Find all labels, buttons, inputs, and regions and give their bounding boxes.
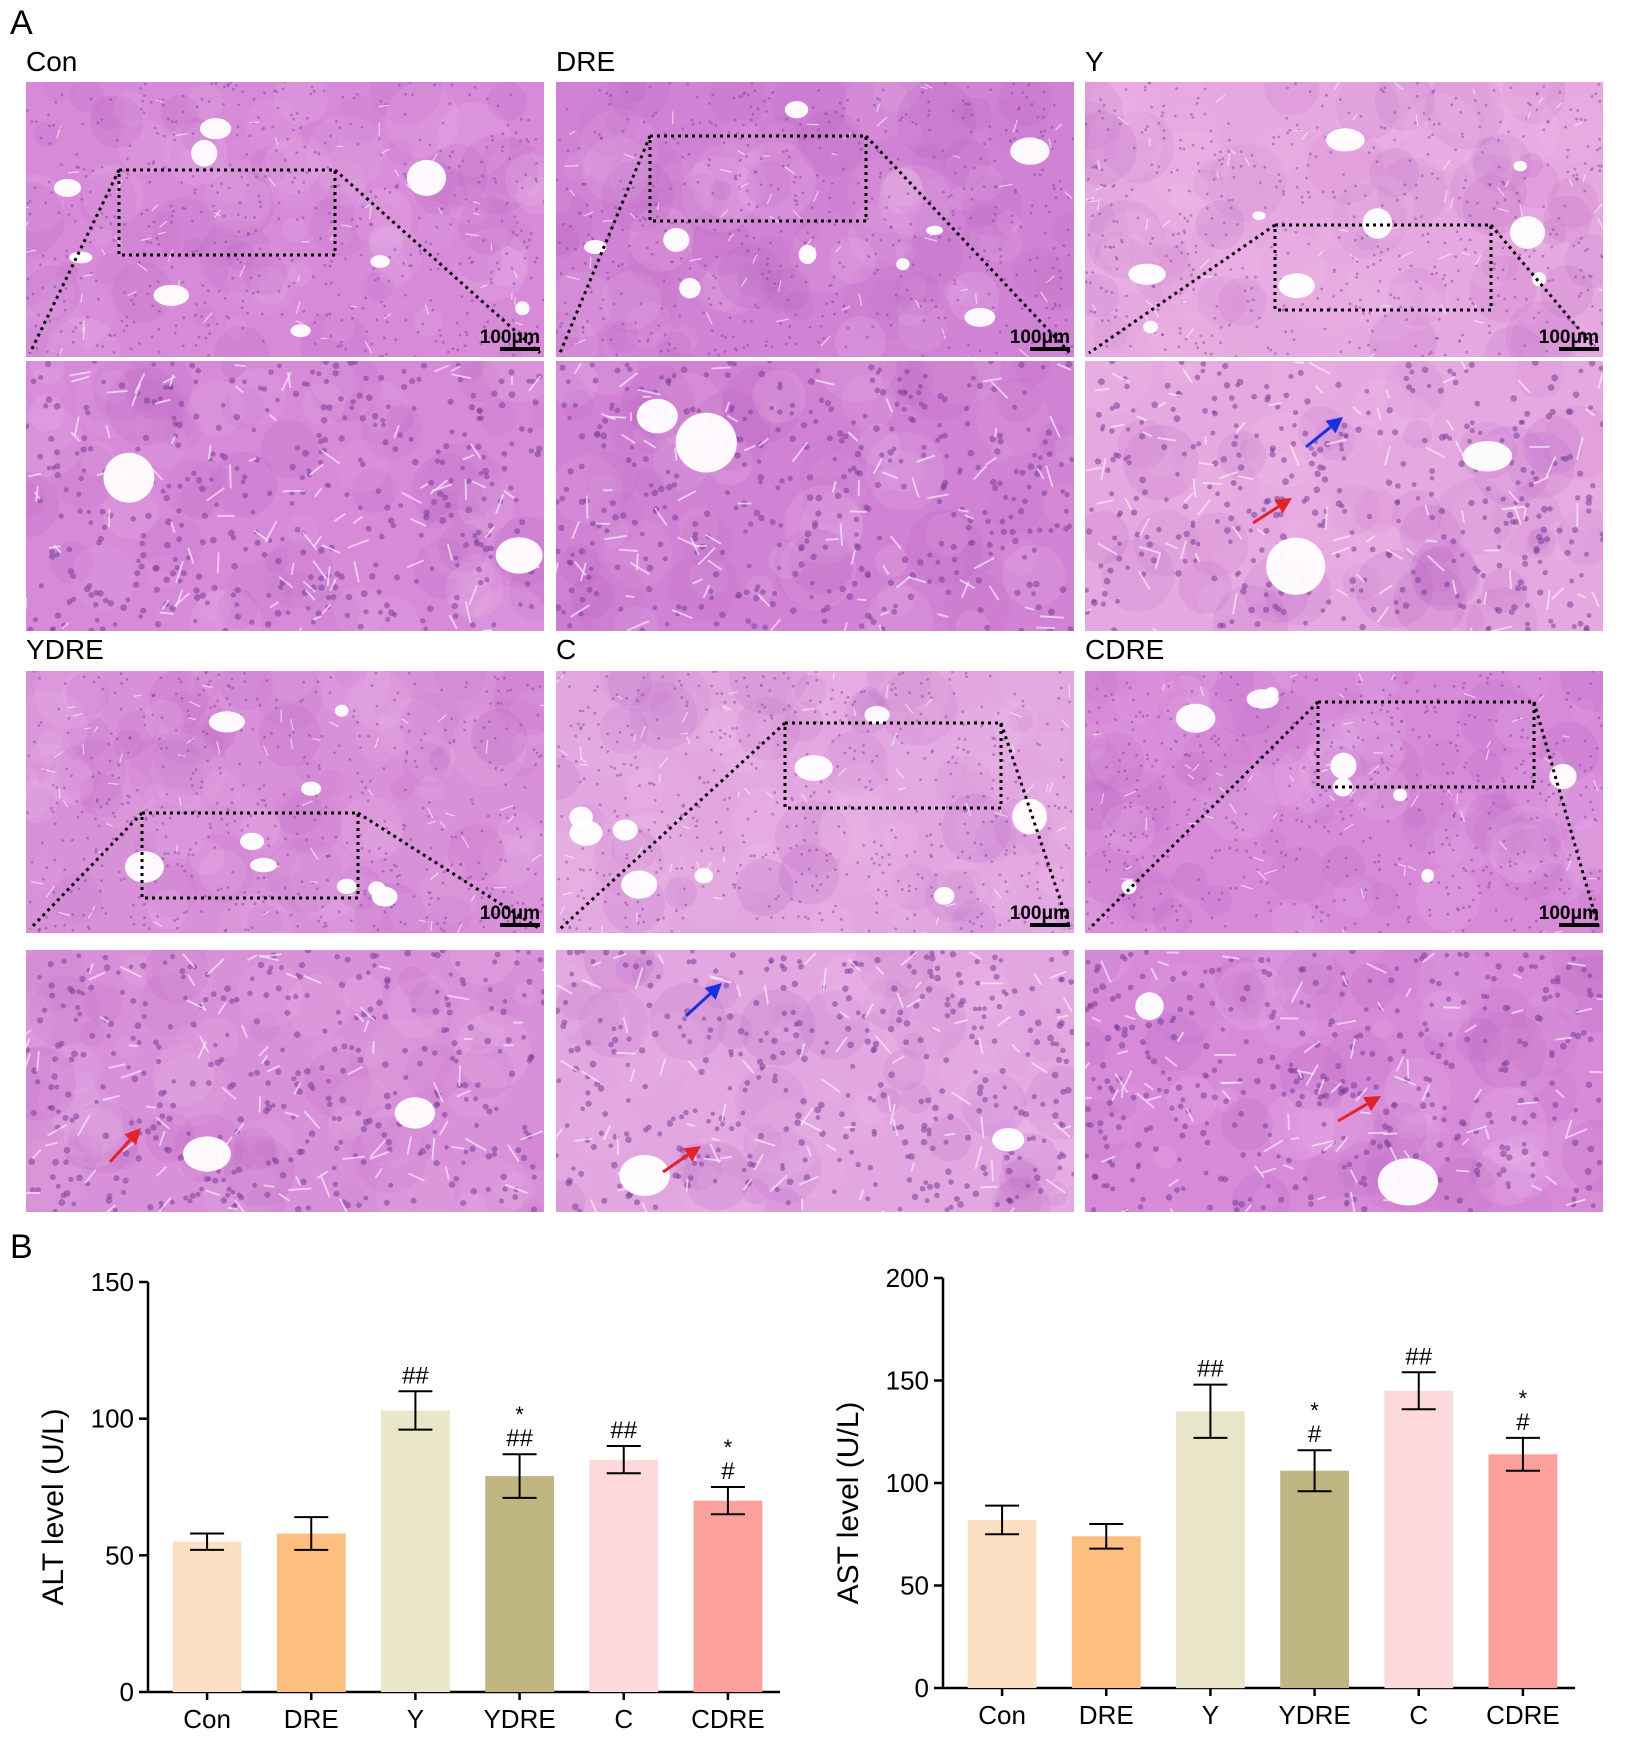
significance-marker: #	[1516, 1409, 1530, 1436]
scale-bar-label: 100μm	[480, 327, 540, 348]
significance-marker: #	[1308, 1421, 1322, 1448]
zoom-box	[117, 168, 337, 257]
group-label-cdre: CDRE	[1085, 634, 1165, 665]
x-tick-label: DRE	[1079, 1700, 1134, 1730]
x-tick-label: DRE	[284, 1704, 339, 1734]
blue-arrow-icon	[1305, 417, 1343, 449]
bar-c	[1384, 1390, 1454, 1689]
x-tick-label: C	[614, 1704, 633, 1734]
zoom-guide-line	[357, 811, 541, 931]
y-tick-label: 150	[91, 1267, 134, 1297]
bar-ydre	[1280, 1470, 1349, 1688]
group-label-con: Con	[26, 46, 78, 77]
scale-bar-label: 100μm	[1010, 327, 1070, 348]
micrograph-low-con: 100μm	[26, 82, 544, 357]
y-axis-label: ALT level (U/L)	[37, 1408, 70, 1605]
significance-marker: ##	[1197, 1356, 1224, 1383]
panel-b-label: B	[10, 1228, 33, 1266]
bar-con	[967, 1519, 1037, 1688]
zoom-guide-line	[999, 722, 1072, 930]
bar-c	[589, 1459, 659, 1692]
significance-marker: *	[724, 1435, 733, 1460]
zoom-box	[140, 811, 360, 900]
zoom-box	[648, 134, 868, 223]
zoom-box	[1316, 700, 1536, 789]
y-tick-label: 100	[91, 1404, 134, 1434]
significance-marker: ##	[506, 1425, 533, 1452]
bar-y	[1176, 1411, 1245, 1689]
micrograph-low-y: 100μm	[1085, 82, 1603, 357]
significance-marker: ##	[402, 1362, 429, 1389]
bar-ydre	[485, 1476, 554, 1692]
bar-cdre	[1488, 1454, 1558, 1688]
y-tick-label: 50	[105, 1540, 134, 1570]
zoom-box	[783, 721, 1003, 810]
bar-dre	[1071, 1536, 1141, 1688]
x-tick-label: Con	[183, 1704, 231, 1734]
zoom-box	[1273, 223, 1493, 312]
x-tick-label: Y	[407, 1704, 424, 1734]
x-tick-label: YDRE	[483, 1704, 555, 1734]
micrograph-high-ydre	[26, 950, 544, 1212]
scale-bar-label: 100μm	[1539, 903, 1599, 924]
micrograph-low-dre: 100μm	[556, 82, 1074, 357]
significance-marker: #	[721, 1458, 735, 1485]
panel-a-label: A	[10, 4, 33, 42]
zoom-guide-line	[558, 721, 787, 931]
zoom-guide-line	[864, 134, 1072, 355]
y-tick-label: 0	[915, 1673, 929, 1703]
x-tick-label: YDRE	[1278, 1700, 1350, 1730]
red-arrow-icon	[1252, 498, 1292, 525]
group-label-ydre: YDRE	[26, 634, 104, 665]
bar-con	[172, 1541, 242, 1692]
x-tick-label: Y	[1202, 1700, 1219, 1730]
micrograph-high-y	[1085, 361, 1603, 631]
bar-cdre	[693, 1500, 763, 1692]
x-tick-label: C	[1409, 1700, 1428, 1730]
y-tick-label: 100	[886, 1468, 929, 1498]
y-axis-label: AST level (U/L)	[832, 1402, 865, 1605]
x-tick-label: CDRE	[1486, 1700, 1560, 1730]
x-tick-label: Con	[978, 1700, 1026, 1730]
group-label-dre: DRE	[556, 46, 616, 77]
red-arrow-icon	[1337, 1096, 1381, 1123]
zoom-guide-line	[28, 169, 121, 354]
micrograph-high-c	[556, 950, 1074, 1212]
significance-marker: ##	[610, 1417, 637, 1444]
bar-y	[381, 1410, 450, 1692]
significance-marker: ##	[1405, 1343, 1432, 1370]
zoom-guide-line	[28, 811, 144, 931]
scale-bar-label: 100μm	[1539, 327, 1599, 348]
micrograph-low-cdre: 100μm	[1085, 671, 1603, 933]
blue-arrow-icon	[684, 983, 722, 1018]
micrograph-low-ydre: 100μm	[26, 671, 544, 933]
significance-marker: *	[515, 1402, 524, 1427]
scale-bar-label: 100μm	[1010, 903, 1070, 924]
y-tick-label: 150	[886, 1366, 929, 1396]
zoom-guide-line	[1088, 223, 1276, 355]
bar-dre	[276, 1533, 346, 1692]
significance-marker: *	[1519, 1386, 1528, 1411]
scale-bar-label: 100μm	[480, 903, 540, 924]
y-tick-label: 50	[900, 1571, 929, 1601]
x-tick-label: CDRE	[691, 1704, 765, 1734]
significance-marker: *	[1310, 1398, 1319, 1423]
group-label-y: Y	[1085, 46, 1104, 77]
red-arrow-icon	[108, 1128, 141, 1164]
group-label-c: C	[556, 634, 577, 665]
zoom-guide-line	[1532, 701, 1601, 930]
micrograph-low-c: 100μm	[556, 671, 1074, 933]
micrograph-high-cdre	[1085, 950, 1603, 1212]
y-tick-label: 200	[886, 1263, 929, 1293]
zoom-guide-line	[1087, 700, 1320, 931]
micrograph-high-con	[26, 361, 544, 631]
red-arrow-icon	[662, 1146, 701, 1174]
y-tick-label: 0	[120, 1677, 134, 1707]
micrograph-high-dre	[556, 361, 1074, 631]
